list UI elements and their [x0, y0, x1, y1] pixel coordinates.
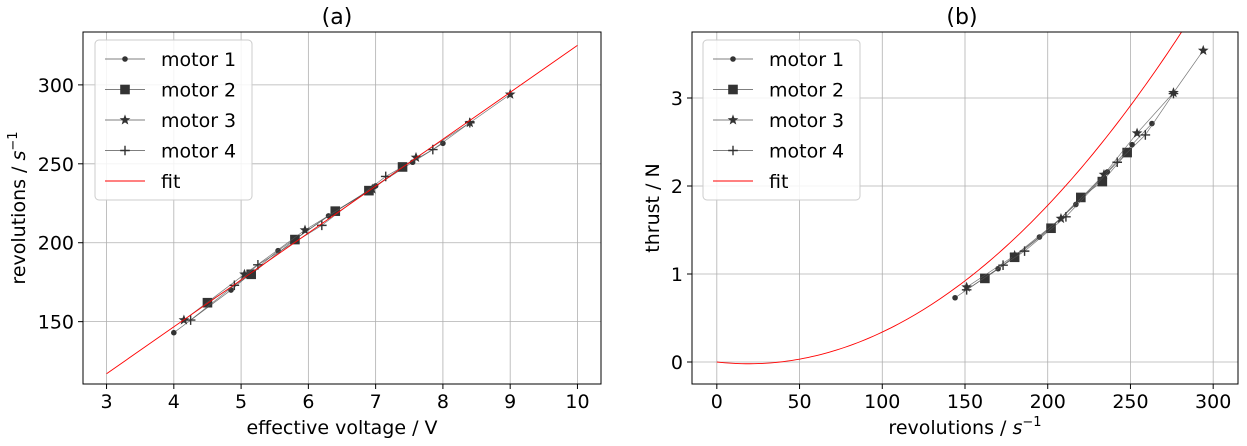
- legend-box: [94, 39, 253, 201]
- data-point-motor-1: [952, 294, 958, 301]
- data-point-motor-3: [1055, 212, 1067, 224]
- x-tick-label: 8: [437, 391, 449, 413]
- data-point-motor-2: [1076, 192, 1086, 203]
- y-tick-label: 250: [38, 154, 74, 176]
- x-tick-label: 150: [947, 391, 983, 413]
- x-tick-label: 300: [1195, 391, 1231, 413]
- data-point-motor-4: [1168, 88, 1179, 99]
- series-line-motor-4: [966, 93, 1174, 291]
- y-axis-label: revolutions / s−1: [6, 131, 30, 284]
- y-tick-label: 150: [38, 312, 74, 334]
- data-point-motor-4: [229, 280, 240, 291]
- data-point-motor-1: [1129, 141, 1135, 148]
- data-point-motor-4: [1061, 212, 1071, 222]
- x-axis-label-exp: −1: [1022, 415, 1041, 430]
- x-axis-label-unit: s: [1012, 417, 1022, 439]
- legend-label: fit: [769, 171, 788, 193]
- x-tick-label: 50: [787, 391, 811, 413]
- x-tick-label: 9: [504, 391, 516, 413]
- y-tick-label: 200: [38, 233, 74, 255]
- legend-label: motor 1: [161, 49, 236, 71]
- y-tick-label: 300: [38, 75, 74, 97]
- x-tick-label: 6: [302, 391, 314, 413]
- data-point-motor-1: [1149, 120, 1155, 127]
- y-axis-label: thrust / N: [642, 163, 664, 252]
- y-axis-label-unit: s: [8, 151, 30, 161]
- axes-frame: [82, 31, 602, 385]
- chart-panel-a: 3 4 5 6 7 8 9 10 150 200 250 300 (a) effective voltag…: [6, 5, 602, 439]
- legend-marker-motor-2: [728, 84, 738, 95]
- legend-marker-motor-4: [728, 145, 738, 156]
- legend: motor 1 motor 2 motor 3 motor 4 fit: [94, 39, 253, 201]
- y-tick-label: 1: [671, 264, 683, 286]
- x-axis-label: effective voltage / V: [246, 417, 437, 439]
- y-tick-label: 0: [671, 352, 683, 374]
- data-point-motor-3: [1009, 249, 1020, 261]
- data-point-motor-3: [1197, 44, 1209, 56]
- data-point-motor-4: [998, 260, 1008, 270]
- legend-marker-motor-2: [120, 84, 130, 95]
- data-point-motor-3: [239, 268, 250, 279]
- x-tick-label: 5: [235, 391, 247, 413]
- legend-label: motor 1: [769, 49, 844, 71]
- fit-line: [716, 32, 1183, 365]
- legend-marker-motor-1: [122, 56, 128, 62]
- x-tick-label: 4: [168, 391, 180, 413]
- x-axis-label: revolutions / s−1: [888, 415, 1041, 439]
- legend-marker-motor-3: [727, 114, 739, 125]
- legend: motor 1 motor 2 motor 3 motor 4 fit: [702, 39, 861, 201]
- legend-label: motor 3: [161, 110, 236, 132]
- legend-box: [702, 39, 861, 201]
- legend-label: motor 3: [769, 110, 844, 132]
- legend-marker-motor-1: [730, 56, 736, 62]
- series-line-motor-3: [966, 50, 1204, 288]
- x-tick-label: 0: [711, 391, 723, 413]
- x-tick-label: 200: [1030, 391, 1066, 413]
- data-point-motor-4: [1140, 130, 1151, 140]
- data-point-motor-3: [504, 88, 516, 99]
- plot-area: [106, 45, 578, 375]
- data-point-motor-2: [290, 234, 300, 245]
- legend-marker-motor-4: [120, 145, 130, 156]
- data-point-motor-2: [1097, 176, 1108, 187]
- chart-title: (b): [946, 5, 977, 30]
- data-point-motor-1: [171, 329, 177, 336]
- y-axis-label-text: revolutions /: [8, 161, 30, 285]
- data-point-motor-2: [330, 206, 341, 216]
- data-point-motor-3: [410, 151, 422, 163]
- data-point-motor-4: [185, 315, 196, 325]
- data-point-motor-4: [961, 285, 972, 295]
- data-point-motor-2: [202, 297, 213, 308]
- data-point-motor-2: [1046, 223, 1056, 234]
- data-point-motor-2: [980, 273, 990, 284]
- data-point-motor-3: [1098, 168, 1110, 180]
- x-axis-label-text: revolutions /: [888, 417, 1012, 439]
- fit-line: [106, 45, 578, 375]
- legend-marker-motor-3: [119, 114, 131, 125]
- legend-label: motor 2: [769, 80, 844, 102]
- data-point-motor-3: [1131, 127, 1143, 138]
- x-tick-label: 100: [864, 391, 900, 413]
- plot-area: [716, 32, 1209, 365]
- x-tick-label: 7: [370, 391, 382, 413]
- chart-title: (a): [322, 5, 353, 30]
- data-point-motor-4: [1112, 157, 1123, 168]
- chart-panel-b: 0 50 100 150 200 250 300 0 1 2 3 (b) revolutions / s…: [642, 5, 1239, 439]
- y-tick-label: 2: [671, 176, 683, 198]
- data-point-motor-3: [299, 224, 311, 235]
- data-point-motor-4: [1019, 246, 1030, 256]
- legend-label: motor 2: [161, 80, 236, 102]
- y-axis-label-exp: −1: [6, 131, 21, 150]
- data-point-motor-1: [1073, 201, 1079, 208]
- legend-label: motor 4: [161, 141, 236, 163]
- x-tick-label: 3: [100, 391, 112, 413]
- data-point-motor-1: [440, 140, 446, 147]
- legend-label: motor 4: [769, 141, 844, 163]
- legend-label: fit: [161, 171, 180, 193]
- y-tick-label: 3: [671, 88, 683, 110]
- x-tick-label: 250: [1112, 391, 1148, 413]
- x-tick-label: 10: [565, 391, 589, 413]
- data-point-motor-2: [246, 269, 256, 280]
